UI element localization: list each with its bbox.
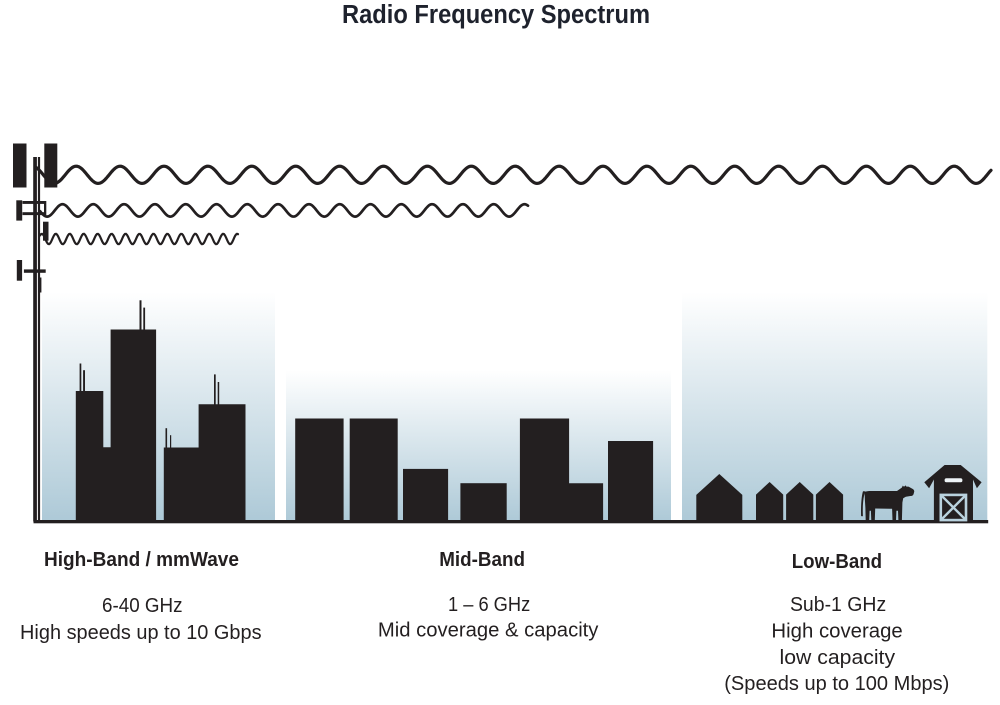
svg-text:High-Band / mmWave: High-Band / mmWave [44, 548, 239, 571]
svg-text:Low-Band: Low-Band [792, 550, 882, 573]
svg-text:6-40 GHz: 6-40 GHz [102, 595, 183, 617]
svg-text:High speeds up to 10 Gbps: High speeds up to 10 Gbps [20, 622, 262, 644]
svg-text:low capacity: low capacity [780, 647, 896, 669]
svg-text:High coverage: High coverage [771, 620, 902, 642]
svg-text:(Speeds up to 100 Mbps): (Speeds up to 100 Mbps) [724, 673, 949, 695]
svg-text:1 – 6 GHz: 1 – 6 GHz [448, 594, 530, 616]
svg-text:Radio Frequency Spectrum: Radio Frequency Spectrum [342, 0, 650, 29]
svg-text:Sub-1 GHz: Sub-1 GHz [790, 594, 886, 616]
svg-text:Mid coverage & capacity: Mid coverage & capacity [378, 620, 599, 642]
svg-text:Mid-Band: Mid-Band [439, 548, 525, 571]
